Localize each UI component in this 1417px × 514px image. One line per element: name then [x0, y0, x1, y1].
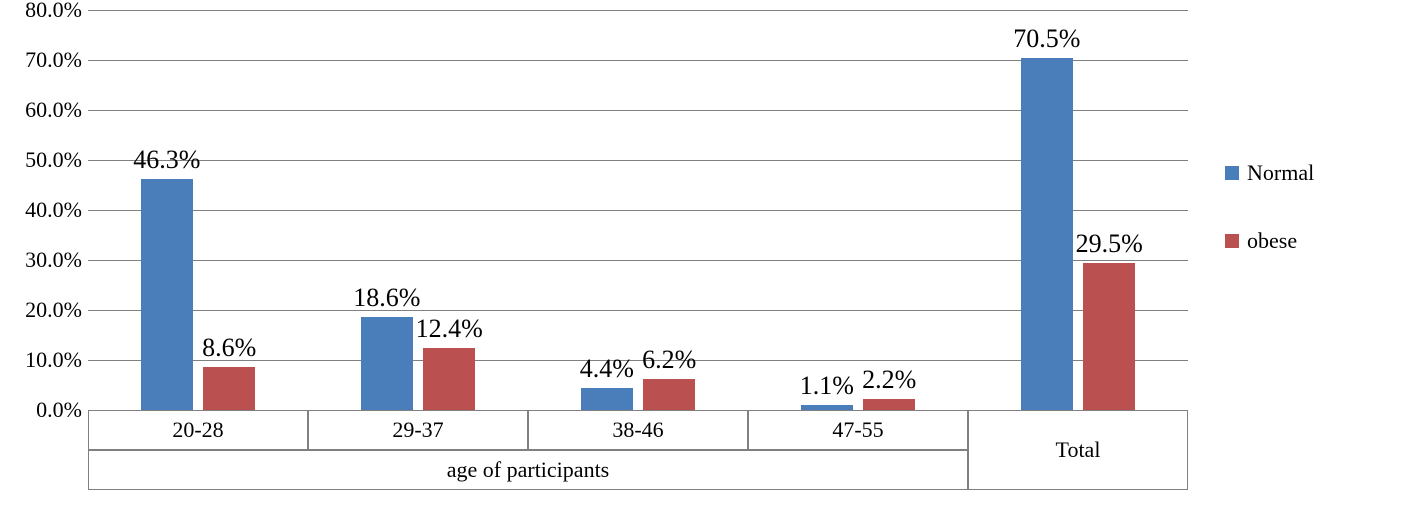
bar-obese	[643, 379, 695, 410]
value-label: 12.4%	[416, 314, 483, 344]
legend-item: obese	[1225, 228, 1314, 254]
bar-chart: 0.0% 10.0% 20.0% 30.0% 40.0% 50.0% 60.0% 70.0% 8…	[0, 0, 1417, 514]
x-category-cell: 29-37	[308, 410, 528, 450]
legend-item: Normal	[1225, 160, 1314, 186]
value-label: 18.6%	[353, 283, 420, 313]
bar-obese	[1083, 263, 1135, 411]
legend-swatch	[1225, 166, 1239, 180]
value-label: 4.4%	[580, 354, 634, 384]
bar-normal	[1021, 58, 1073, 411]
legend-label: obese	[1247, 228, 1297, 254]
x-category-cell: Total	[968, 410, 1188, 490]
legend-label: Normal	[1247, 160, 1314, 186]
bar-obese	[863, 399, 915, 410]
x-category-cell: 38-46	[528, 410, 748, 450]
value-label: 70.5%	[1013, 24, 1080, 54]
y-tick-label: 0.0%	[36, 397, 88, 423]
y-tick-label: 20.0%	[25, 297, 88, 323]
value-label: 8.6%	[202, 333, 256, 363]
bar-normal	[141, 179, 193, 411]
chart-legend: Normal obese	[1225, 160, 1314, 296]
y-tick-label: 30.0%	[25, 247, 88, 273]
y-tick-label: 50.0%	[25, 147, 88, 173]
value-label: 2.2%	[862, 365, 916, 395]
y-tick-label: 60.0%	[25, 97, 88, 123]
y-tick-label: 80.0%	[25, 0, 88, 23]
y-tick-label: 10.0%	[25, 347, 88, 373]
value-label: 29.5%	[1076, 229, 1143, 259]
x-category-cell: 20-28	[88, 410, 308, 450]
legend-swatch	[1225, 234, 1239, 248]
y-tick-label: 70.0%	[25, 47, 88, 73]
x-category-cell: 47-55	[748, 410, 968, 450]
bar-normal	[581, 388, 633, 410]
y-tick-label: 40.0%	[25, 197, 88, 223]
chart-gridline	[88, 10, 1188, 11]
chart-x-axis: 20-2829-3738-4647-55Totalage of particip…	[88, 410, 1188, 490]
x-section-cell: age of participants	[88, 450, 968, 490]
bar-obese	[203, 367, 255, 410]
bar-obese	[423, 348, 475, 410]
chart-plot-area: 0.0%10.0%20.0%30.0%40.0%50.0%60.0%70.0%8…	[88, 10, 1188, 410]
value-label: 1.1%	[800, 371, 854, 401]
bar-normal	[361, 317, 413, 410]
value-label: 6.2%	[642, 345, 696, 375]
value-label: 46.3%	[133, 145, 200, 175]
